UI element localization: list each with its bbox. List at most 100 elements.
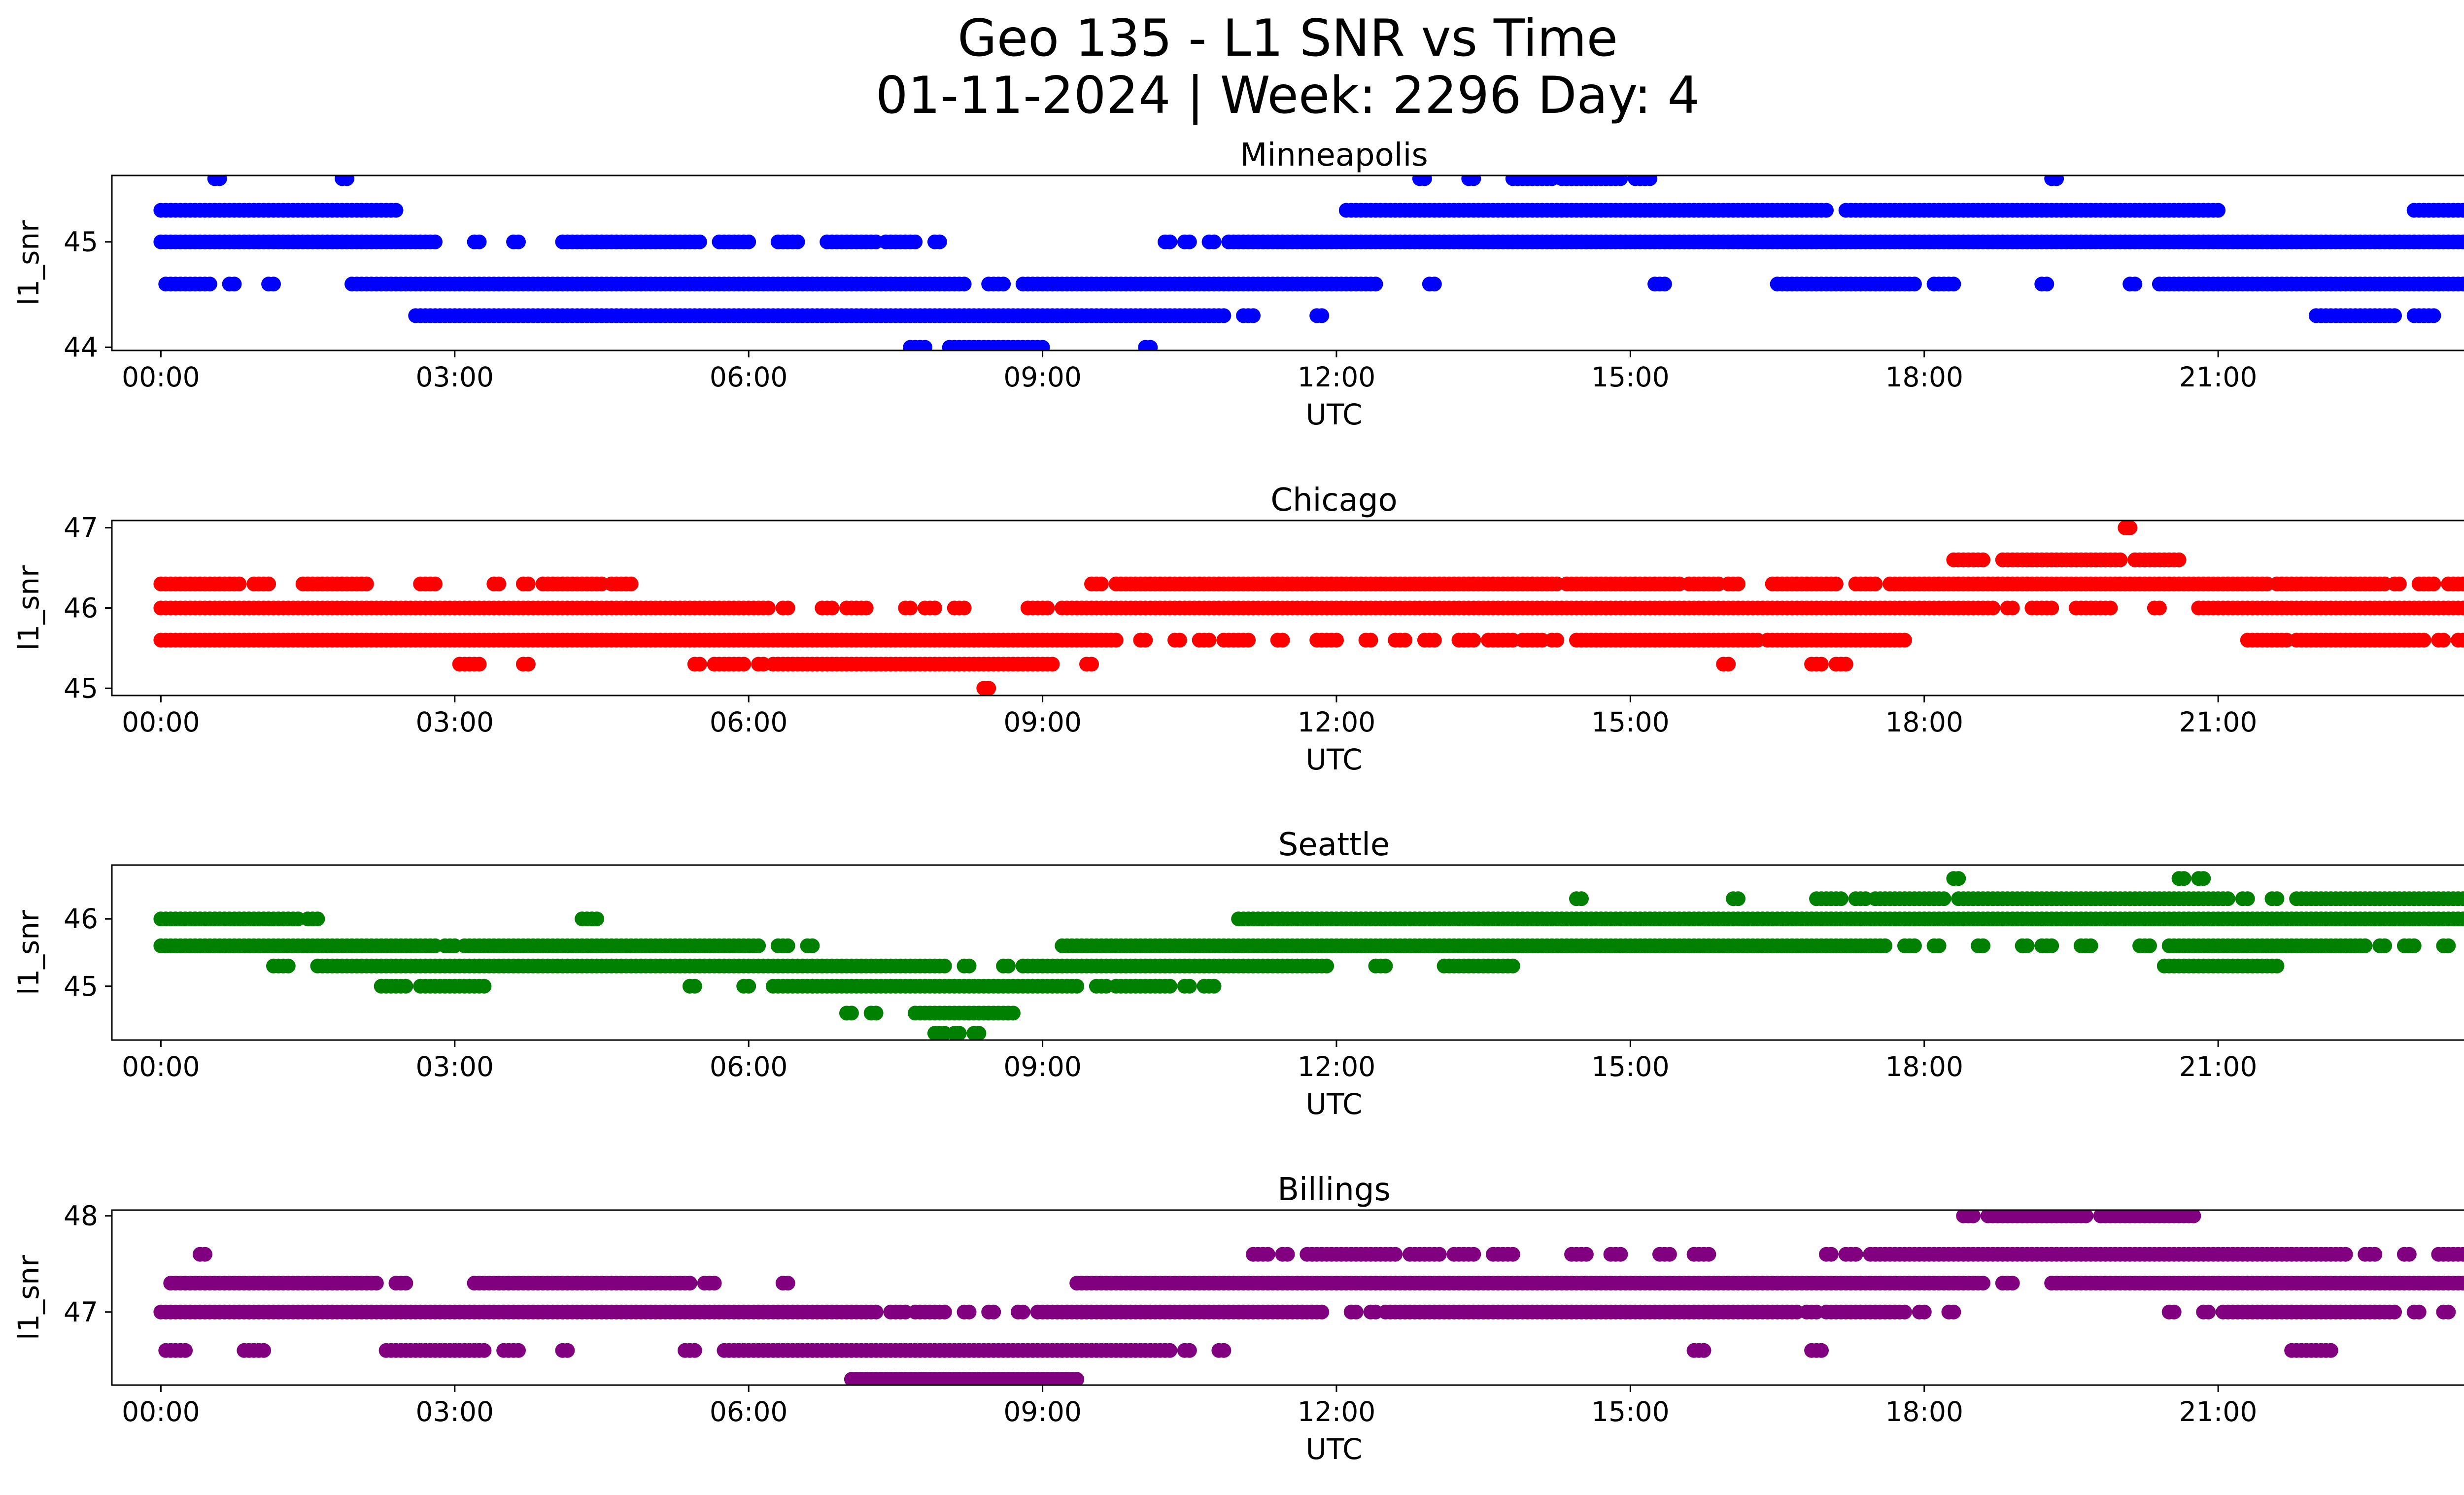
data-point (1108, 632, 1124, 648)
data-point (280, 958, 296, 973)
data-point (1466, 632, 1481, 648)
data-point (2269, 958, 2285, 973)
data-point (858, 600, 874, 616)
x-tick-label: 06:00 (710, 1396, 788, 1427)
data-series (153, 871, 2464, 1040)
data-point (2377, 938, 2393, 953)
data-point (986, 1304, 1001, 1320)
data-point (266, 277, 281, 292)
data-point (398, 978, 413, 994)
data-point (2461, 912, 2464, 925)
data-point (261, 576, 276, 591)
data-point (736, 657, 752, 672)
data-point (1182, 978, 1197, 994)
data-point (1084, 657, 1099, 672)
y-tick-label: 47 (64, 512, 98, 544)
data-point (1216, 308, 1232, 323)
data-point (2044, 600, 2059, 616)
x-tick-label: 12:00 (1298, 361, 1376, 393)
data-point (1951, 871, 1966, 886)
data-point (2411, 1304, 2427, 1320)
data-point (2078, 1210, 2093, 1223)
data-point (1848, 1247, 1863, 1262)
data-point (2240, 891, 2255, 906)
data-point (2461, 577, 2464, 591)
data-point (2127, 277, 2143, 292)
data-point (1701, 1247, 1716, 1262)
data-series (153, 521, 2464, 695)
data-point (1814, 1343, 1829, 1358)
data-point (707, 1276, 722, 1291)
data-point (1976, 552, 1990, 567)
data-point (1897, 1304, 1912, 1320)
data-point (1368, 277, 1383, 292)
data-point (1069, 1372, 1085, 1385)
data-point (2461, 1277, 2464, 1289)
y-tick-label: 45 (64, 672, 98, 704)
axes-frame (111, 1209, 2464, 1386)
data-point (1505, 958, 1520, 973)
data-point (340, 175, 355, 186)
y-tick-label: 48 (64, 1200, 98, 1232)
x-axis-label: UTC (1306, 1432, 1363, 1466)
data-point (2367, 1247, 2383, 1262)
data-point (844, 1006, 859, 1021)
data-point (2461, 601, 2464, 615)
data-point (1427, 277, 1442, 292)
data-point (2461, 633, 2464, 647)
data-point (2426, 576, 2441, 591)
x-tick-label: 18:00 (1885, 706, 1963, 738)
data-point (623, 576, 639, 591)
data-point (1578, 1247, 1594, 1262)
data-point (1319, 958, 1335, 973)
data-point (520, 657, 536, 672)
data-point (1201, 632, 1217, 648)
data-point (1731, 891, 1745, 906)
data-point (388, 203, 404, 218)
x-tick-label: 15:00 (1591, 1051, 1670, 1082)
data-point (2019, 938, 2035, 953)
data-point (741, 234, 756, 249)
data-point (687, 978, 702, 994)
x-tick-label: 09:00 (1003, 1051, 1082, 1082)
data-point (1388, 1247, 1403, 1262)
data-point (1378, 958, 1393, 973)
data-point (1613, 175, 1628, 186)
x-tick-label: 09:00 (1003, 1396, 1082, 1427)
data-point (971, 1026, 987, 1040)
data-point (589, 911, 604, 927)
x-tick-label: 00:00 (122, 361, 200, 393)
data-point (2401, 1247, 2417, 1262)
data-point (2387, 1304, 2402, 1320)
axes-frame (111, 864, 2464, 1041)
x-axis-label: UTC (1306, 743, 1363, 776)
data-point (310, 911, 325, 927)
data-point (1976, 938, 1990, 953)
data-point (790, 234, 805, 249)
data-point (2211, 203, 2226, 218)
data-point (1206, 234, 1222, 249)
data-point (1897, 632, 1912, 648)
data-point (2196, 871, 2211, 886)
x-tick-label: 18:00 (1885, 361, 1963, 393)
data-point (2461, 236, 2464, 248)
x-tick-label: 00:00 (122, 1051, 200, 1082)
data-point (1828, 576, 1844, 591)
data-point (2186, 1210, 2201, 1223)
x-tick-label: 06:00 (710, 361, 788, 393)
x-tick-label: 12:00 (1298, 1396, 1376, 1427)
data-point (212, 175, 227, 186)
data-point (178, 1343, 193, 1358)
data-point (428, 234, 443, 249)
data-point (1823, 1247, 1839, 1262)
data-point (2441, 938, 2456, 953)
data-point (1280, 1247, 1295, 1262)
data-point (952, 1026, 967, 1040)
data-point (1143, 340, 1158, 350)
data-point (1643, 175, 1658, 186)
data-point (1417, 175, 1432, 186)
data-point (957, 277, 972, 292)
data-point (1163, 1343, 1177, 1358)
x-tick-label: 15:00 (1591, 361, 1670, 393)
